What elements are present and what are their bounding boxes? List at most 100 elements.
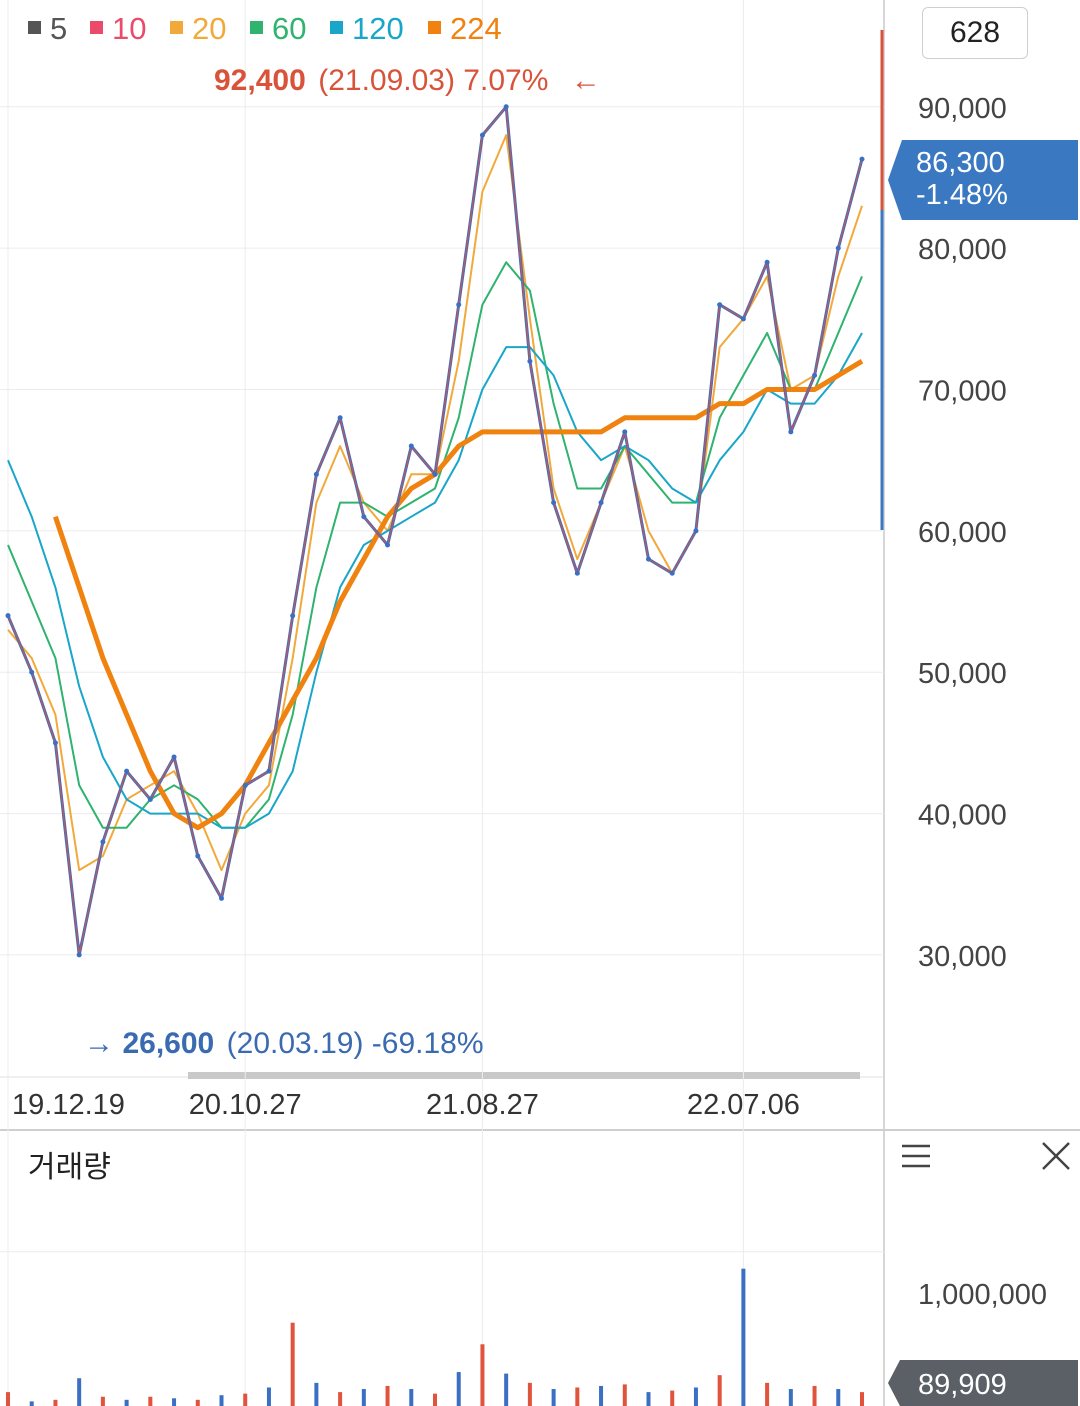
y-tick-label: 50,000 (918, 658, 1007, 690)
price-point (195, 853, 201, 859)
volume-bar (290, 1322, 295, 1406)
price-point (124, 768, 130, 774)
volume-tick: 1,000,000 (918, 1279, 1047, 1311)
low-value: 26,600 (122, 1027, 214, 1060)
volume-bar (599, 1385, 604, 1406)
close-icon[interactable] (1042, 1142, 1070, 1170)
volume-bar (646, 1392, 651, 1406)
price-point (290, 613, 296, 619)
price-point (551, 500, 557, 506)
price-tag-shape (888, 140, 1078, 220)
price-point (574, 570, 580, 576)
price-point (788, 429, 794, 435)
volume-bar (361, 1389, 366, 1406)
volume-bar (77, 1378, 82, 1406)
volume-bar (717, 1375, 722, 1406)
legend-label-20: 20 (192, 11, 226, 46)
volume-bar (172, 1398, 177, 1406)
volume-bar (53, 1399, 58, 1406)
price-point (598, 500, 604, 506)
price-point (432, 471, 438, 477)
price-point (29, 669, 35, 675)
x-tick-label: 19.12.19 (12, 1089, 125, 1121)
ma-line-120 (7, 332, 863, 829)
y-tick-label: 40,000 (918, 800, 1007, 832)
legend-label-120: 120 (352, 11, 404, 46)
volume-bar (693, 1387, 698, 1406)
arrow-right-icon: → (84, 1027, 114, 1060)
volume-bar (195, 1399, 200, 1406)
price-point (171, 754, 177, 760)
volume-bars (0, 1251, 884, 1406)
time-scrollbar[interactable] (188, 1072, 860, 1079)
x-tick-label: 20.10.27 (189, 1089, 302, 1121)
candle-count-box[interactable]: 628 (922, 7, 1028, 59)
price-point (479, 132, 485, 138)
price-point (313, 471, 319, 477)
x-tick-label: 22.07.06 (687, 1089, 800, 1121)
price-point (361, 514, 367, 520)
volume-bar (385, 1385, 390, 1406)
x-tick-label: 21.08.27 (426, 1089, 539, 1121)
low-annotation: → 26,600 (20.03.19) -69.18% (84, 1027, 484, 1060)
volume-bar (219, 1395, 224, 1406)
y-tick-label: 60,000 (918, 517, 1007, 549)
legend-label-224: 224 (450, 11, 502, 46)
legend-swatch (28, 21, 41, 34)
price-point (693, 528, 699, 534)
volume-bar (504, 1373, 509, 1406)
volume-bar (29, 1401, 34, 1406)
legend-swatch (90, 21, 103, 34)
grid (0, 0, 884, 1406)
volume-bar (266, 1387, 271, 1406)
x-axis: 19.12.19 20.10.27 21.08.27 22.07.06 (12, 1089, 800, 1121)
price-point (408, 443, 414, 449)
price-point (859, 156, 865, 162)
legend-swatch (170, 21, 183, 34)
price-point (266, 768, 272, 774)
price-point (669, 570, 675, 576)
legend-label-5: 5 (50, 11, 67, 46)
legend-swatch (250, 21, 263, 34)
price-point (622, 429, 628, 435)
price-point (646, 556, 651, 562)
price-point (527, 358, 533, 364)
price-point (147, 796, 153, 802)
volume-bar (148, 1396, 153, 1406)
price-point (812, 372, 818, 378)
price-point (835, 245, 841, 251)
volume-bar (480, 1344, 485, 1406)
high-annotation: 92,400 (21.09.03) 7.07% ← (214, 64, 601, 97)
price-point (242, 782, 248, 788)
price-point (337, 415, 343, 421)
menu-icon[interactable] (902, 1144, 930, 1168)
volume-bar (575, 1387, 580, 1406)
price-point (385, 542, 391, 548)
price-tag-change: -1.48% (916, 179, 1008, 211)
price-point (717, 302, 723, 308)
arrow-left-icon: ← (571, 64, 601, 97)
y-tick-label: 30,000 (918, 941, 1007, 973)
volume-bar (456, 1372, 461, 1406)
volume-bar (6, 1392, 10, 1406)
volume-bar (243, 1393, 248, 1406)
price-point (100, 839, 106, 845)
price-tag-value: 86,300 (916, 147, 1005, 179)
volume-bar (836, 1389, 841, 1406)
volume-bar (314, 1382, 319, 1406)
volume-bar (409, 1389, 414, 1406)
high-value: 92,400 (214, 64, 306, 97)
volume-current-tag: 89,909 (888, 1360, 1078, 1406)
volume-bar (622, 1384, 627, 1406)
legend-swatch (330, 21, 343, 34)
volume-bar (670, 1390, 675, 1406)
legend-swatch (428, 21, 441, 34)
high-detail: (21.09.03) 7.07% (318, 64, 548, 97)
volume-tag-shape (888, 1360, 1078, 1406)
price-point (456, 302, 462, 308)
price-point (5, 613, 11, 619)
volume-bar (527, 1382, 532, 1406)
current-price-tag: 86,300 -1.48% (880, 30, 1078, 530)
price-point (52, 740, 58, 746)
